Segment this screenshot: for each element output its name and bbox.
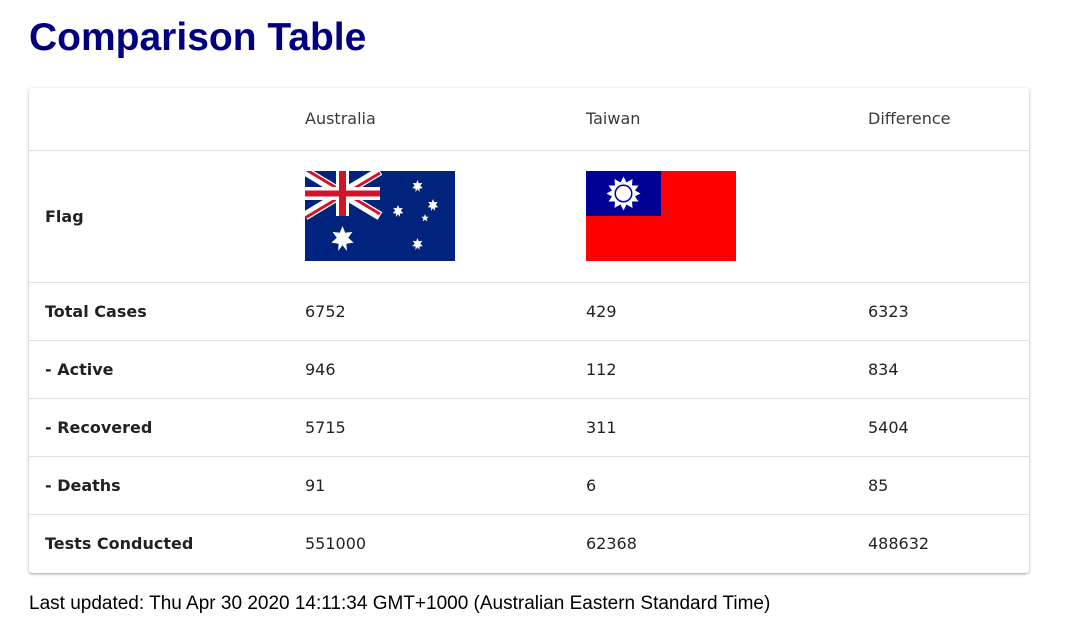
comparison-table: Australia Taiwan Difference Flag bbox=[29, 88, 1029, 572]
header-taiwan: Taiwan bbox=[570, 88, 852, 151]
difference-tests-conducted: 488632 bbox=[868, 533, 930, 553]
australia-deaths: 91 bbox=[289, 456, 570, 515]
australia-recovered: 5715 bbox=[289, 398, 570, 457]
table-row: - Deaths 91 6 85 bbox=[29, 456, 1029, 515]
table-row: Tests Conducted 551000 62368 488632 bbox=[29, 514, 1029, 572]
difference-recovered: 5404 bbox=[852, 398, 1029, 457]
header-empty bbox=[29, 88, 289, 151]
row-label-recovered: - Recovered bbox=[29, 398, 289, 457]
australia-flag-cell bbox=[289, 150, 570, 283]
table-row: - Recovered 5715 311 5404 bbox=[29, 398, 1029, 457]
taiwan-tests-conducted: 62368 bbox=[586, 533, 637, 553]
australia-tests-conducted: 551000 bbox=[305, 533, 367, 553]
difference-flag-cell bbox=[852, 150, 1029, 283]
difference-total-cases: 6323 bbox=[852, 282, 1029, 341]
table-header-row: Australia Taiwan Difference bbox=[29, 88, 1029, 151]
row-label-deaths: - Deaths bbox=[29, 456, 289, 515]
row-label-total-cases: Total Cases bbox=[29, 282, 289, 341]
last-updated-text: Last updated: Thu Apr 30 2020 14:11:34 G… bbox=[29, 593, 771, 614]
header-difference: Difference bbox=[852, 88, 1029, 151]
flag-row: Flag bbox=[29, 150, 1029, 283]
table-row: - Active 946 112 834 bbox=[29, 340, 1029, 399]
difference-active: 834 bbox=[852, 340, 1029, 399]
row-label-tests-conducted: Tests Conducted bbox=[45, 533, 194, 553]
comparison-table-card: Australia Taiwan Difference Flag bbox=[29, 88, 1029, 573]
difference-deaths: 85 bbox=[852, 456, 1029, 515]
australia-active: 946 bbox=[289, 340, 570, 399]
taiwan-active: 112 bbox=[570, 340, 852, 399]
row-label-active: - Active bbox=[29, 340, 289, 399]
australia-total-cases: 6752 bbox=[289, 282, 570, 341]
taiwan-total-cases: 429 bbox=[570, 282, 852, 341]
taiwan-recovered: 311 bbox=[570, 398, 852, 457]
taiwan-flag-icon bbox=[586, 171, 736, 261]
taiwan-deaths: 6 bbox=[570, 456, 852, 515]
header-australia: Australia bbox=[289, 88, 570, 151]
australia-flag-icon bbox=[305, 171, 455, 261]
row-label-flag: Flag bbox=[29, 150, 289, 283]
page-title: Comparison Table bbox=[29, 16, 367, 59]
table-row: Total Cases 6752 429 6323 bbox=[29, 282, 1029, 341]
taiwan-flag-cell bbox=[570, 150, 852, 283]
